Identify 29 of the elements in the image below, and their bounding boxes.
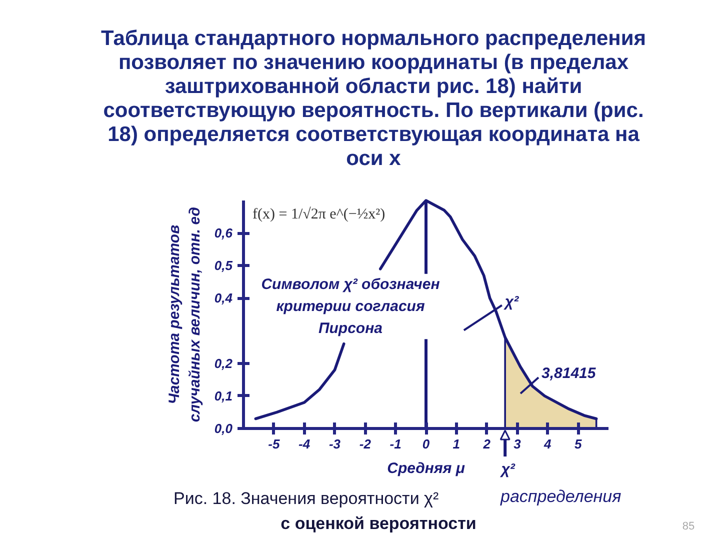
x-tick-label: 1 [452, 436, 460, 452]
x-tick-label: -1 [390, 436, 402, 452]
annotation: f(x) = 1/√2π e^(−½x²) [252, 206, 386, 222]
x-tick-label: 5 [574, 436, 582, 452]
x-tick-label: -5 [268, 436, 280, 452]
x-tick-label: -4 [298, 436, 311, 452]
x-tick-label: 0 [422, 436, 430, 452]
x-tick-label: -2 [359, 436, 372, 452]
text: Рис. 18. Значения вероятности χ² [174, 489, 439, 508]
y-tick-label: 0,2 [214, 356, 234, 371]
y-tick-label: 0,5 [214, 258, 234, 274]
text: 85 [682, 520, 695, 532]
y-tick-label: 0,4 [214, 290, 234, 306]
y-tick-label: 0,6 [214, 226, 234, 241]
annotation: 3,81415 [542, 365, 596, 382]
annotation: χ² [502, 294, 520, 311]
x-tick-label: 2 [482, 436, 492, 452]
x-tick-label: 4 [543, 436, 552, 452]
chart-title: Таблица стандартного нормального распределения позволяет по значению координаты (в пределах заштрихованной области рис. 18) найти соответствующую вероятность. По вертикали (рис. 18) определяется соответствующая координата на оси x [100, 27, 646, 170]
x-tick-label: -3 [328, 436, 342, 452]
text: распределения [500, 487, 622, 506]
y-axis-title: Частота результатов случайных величин, отн. ед [166, 206, 204, 422]
y-tick-label: 0,0 [214, 421, 234, 436]
ref-line-label: Средняя μ [387, 460, 465, 477]
text: с оценкой вероятности [280, 514, 476, 533]
x-tick-label: 3 [514, 436, 522, 452]
y-tick-label: 0,1 [214, 388, 233, 404]
annotation: χ² [499, 461, 516, 478]
annotation: Символом χ² обозначен критерии согласия Пирсона [261, 276, 440, 338]
